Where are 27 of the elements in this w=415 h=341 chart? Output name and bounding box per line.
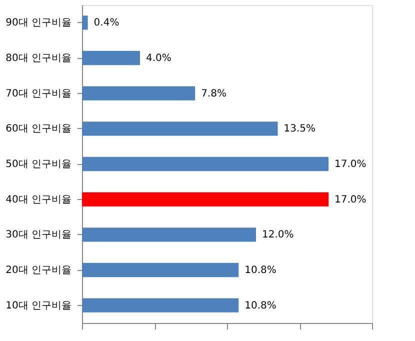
data-label: 12.0% [262, 230, 294, 241]
data-label: 0.4% [94, 18, 120, 29]
y-tick-label: 30대 인구비율 [6, 230, 72, 241]
data-label: 4.0% [146, 53, 172, 64]
y-tick-label: 80대 인구비율 [6, 53, 72, 64]
y-tick-label: 70대 인구비율 [6, 88, 72, 100]
y-tick-label: 90대 인구비율 [6, 18, 72, 29]
bar [82, 50, 140, 66]
bar [82, 86, 196, 100]
data-label: 17.0% [334, 159, 366, 170]
data-label: 10.8% [244, 265, 276, 276]
y-tick-label: 10대 인구비율 [6, 300, 72, 312]
bar [82, 228, 256, 242]
y-tick-label: 50대 인구비율 [6, 159, 72, 170]
y-tick-label: 20대 인구비율 [6, 265, 72, 276]
data-label: 7.8% [201, 88, 227, 100]
data-label: 13.5% [284, 124, 316, 135]
bar [82, 156, 328, 172]
bar [82, 16, 88, 30]
bar [82, 192, 328, 206]
y-tick-label: 40대 인구비율 [6, 194, 72, 206]
bar [82, 262, 239, 278]
data-label: 17.0% [334, 194, 366, 206]
bar [82, 298, 239, 312]
bar [82, 122, 278, 136]
y-tick-label: 60대 인구비율 [6, 124, 72, 135]
data-label: 10.8% [244, 300, 276, 312]
